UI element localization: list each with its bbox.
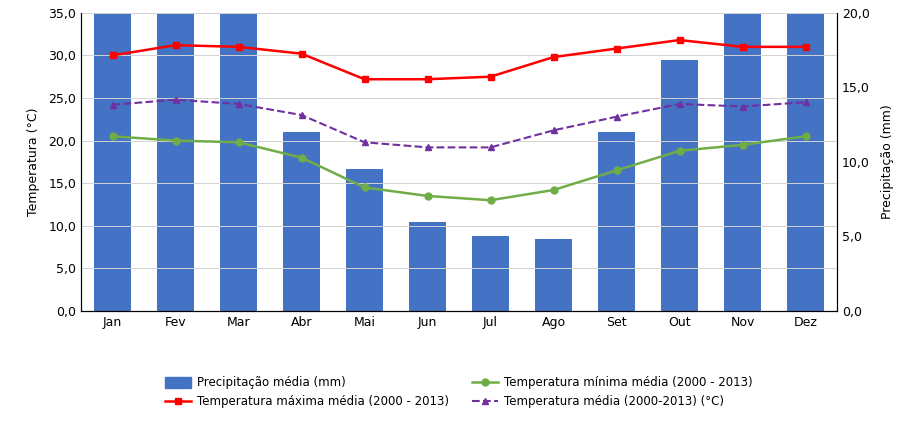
Bar <box>283 132 320 311</box>
Bar <box>724 0 761 311</box>
Bar <box>346 170 383 311</box>
Bar <box>535 239 572 311</box>
Bar <box>157 0 194 311</box>
Bar <box>472 236 509 311</box>
Bar <box>661 60 698 311</box>
Y-axis label: Temperatura (°C): Temperatura (°C) <box>27 108 40 216</box>
Bar <box>787 0 824 311</box>
Bar <box>94 0 131 311</box>
Bar <box>598 132 635 311</box>
Y-axis label: Precipitação (mm): Precipitação (mm) <box>881 104 894 219</box>
Legend: Precipitação média (mm), Temperatura máxima média (2000 - 2013), Temperatura mín: Precipitação média (mm), Temperatura máx… <box>159 371 759 414</box>
Bar <box>409 222 446 311</box>
Bar <box>220 13 257 311</box>
